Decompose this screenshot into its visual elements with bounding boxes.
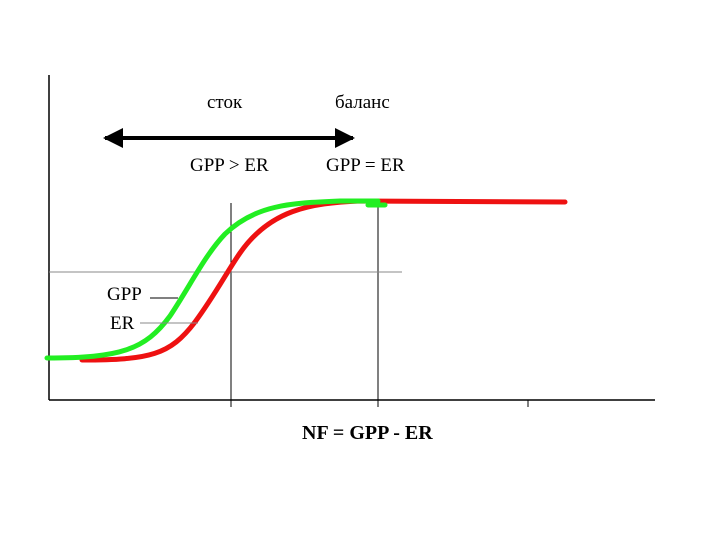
er-curve (79, 198, 568, 363)
balance-label: баланс (335, 92, 390, 113)
x-axis-label: NF = GPP - ER (302, 422, 433, 444)
gpp-legend-label: GPP (107, 284, 142, 305)
gpp-gt-er-label: GPP > ER (190, 155, 269, 176)
gpp-eq-er-label: GPP = ER (326, 155, 405, 176)
er-legend-label: ER (110, 313, 135, 334)
gpp-curve (44, 198, 381, 361)
sink-label: сток (207, 92, 243, 113)
